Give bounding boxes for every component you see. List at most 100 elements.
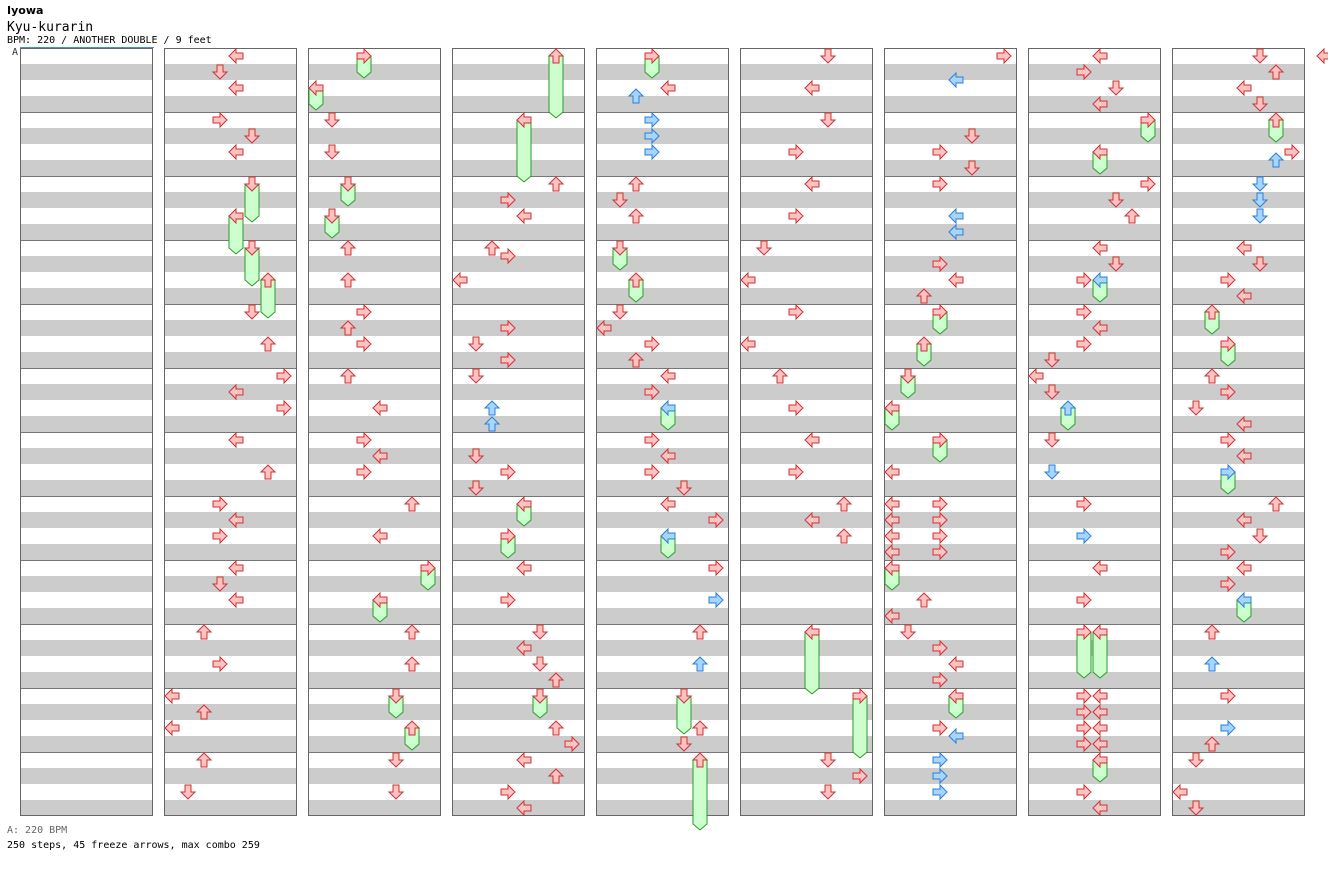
freeze-arrow-body [516,119,532,183]
beat-stripe [308,736,441,752]
step-arrow [339,272,357,288]
beat-stripe [20,288,153,304]
step-arrow [500,247,516,265]
step-arrow [195,624,213,640]
step-arrow [1236,511,1252,529]
beat-stripe [20,224,153,240]
beat-stripe [884,736,1017,752]
beat-stripe [20,640,153,656]
step-arrow [1284,143,1300,161]
step-arrow [996,47,1012,65]
freeze-arrow-body [804,631,820,695]
step-arrow [1172,783,1188,801]
beat-stripe [308,512,441,528]
step-arrow [740,271,756,289]
step-arrow [259,272,277,288]
beat-stripe [308,352,441,368]
step-arrow [467,368,485,384]
step-arrow [1267,64,1285,80]
step-arrow [660,367,676,385]
beat-stripe [596,96,729,112]
step-arrow [771,368,789,384]
step-arrow [195,752,213,768]
beat-stripe [740,736,873,752]
step-arrow [1267,496,1285,512]
step-arrow [1076,703,1092,721]
beat-stripe [884,608,1017,624]
step-arrow [691,720,709,736]
step-arrow [1187,800,1205,816]
beat-stripe [20,480,153,496]
step-arrow [356,463,372,481]
beat-stripe [164,416,297,432]
beat-stripe [884,96,1017,112]
beat-stripe [1172,576,1305,592]
step-arrow [1076,335,1092,353]
step-arrow [531,656,549,672]
beat-stripe [596,640,729,656]
beat-stripe [596,64,729,80]
chart-column-border [20,48,153,816]
beat-stripe [884,256,1017,272]
step-arrow [932,639,948,657]
beat-stripe [20,64,153,80]
beat-stripe [308,160,441,176]
step-arrow [1043,432,1061,448]
chart-column-border [596,48,729,816]
step-arrow [276,367,292,385]
beat-stripe [740,192,873,208]
beat-stripe [164,800,297,816]
step-arrow [1076,623,1092,641]
step-arrow [500,351,516,369]
beat-stripe [596,512,729,528]
song-title: Kyu-kurarin [7,20,94,35]
beat-stripe [596,128,729,144]
step-arrow [531,688,549,704]
step-arrow [1059,400,1077,416]
step-arrow [884,511,900,529]
step-arrow [644,335,660,353]
beat-stripe [1028,224,1161,240]
step-arrow [708,511,724,529]
step-arrow [932,431,948,449]
beat-stripe [164,288,297,304]
step-arrow [611,304,629,320]
step-arrow [1187,752,1205,768]
beat-stripe [1028,64,1161,80]
beat-stripe [1172,480,1305,496]
beat-stripe [20,608,153,624]
artist-name: Iyowa [7,4,44,17]
step-arrow [963,128,981,144]
step-arrow [627,176,645,192]
step-arrow [212,111,228,129]
beat-stripe [596,160,729,176]
beat-stripe [452,608,585,624]
beat-stripe [164,64,297,80]
step-arrow [1140,111,1156,129]
step-arrow [1236,447,1252,465]
step-arrow [932,543,948,561]
step-arrow [611,240,629,256]
beat-stripe [164,352,297,368]
step-arrow [164,687,180,705]
beat-stripe [452,448,585,464]
chart-column-border [884,48,1017,816]
beat-stripe [884,64,1017,80]
step-arrow [627,352,645,368]
beat-stripe [20,544,153,560]
beat-stripe [20,128,153,144]
beat-stripe [1028,544,1161,560]
beat-stripe [308,768,441,784]
step-arrow [1092,319,1108,337]
beat-stripe [164,544,297,560]
step-arrow [932,303,948,321]
step-arrow [547,768,565,784]
step-arrow [804,79,820,97]
beat-stripe [1172,768,1305,784]
beat-stripe [884,384,1017,400]
step-arrow [708,591,724,609]
step-arrow [691,624,709,640]
step-arrow [1092,751,1108,769]
beat-stripe [308,128,441,144]
freeze-arrow-body [548,55,564,119]
